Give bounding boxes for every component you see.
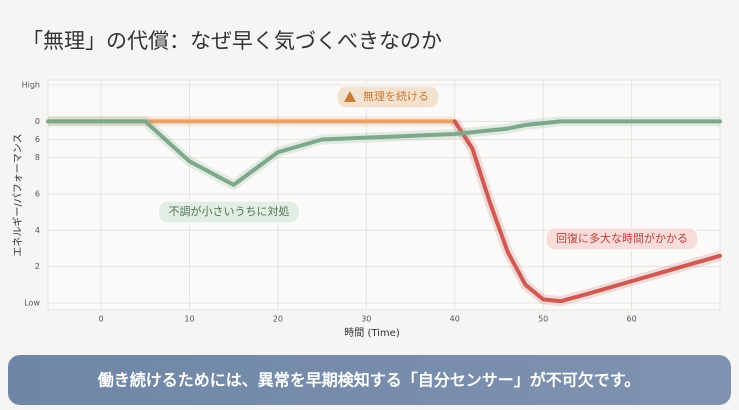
annotation-badge [545,227,699,251]
warning-icon [344,91,356,102]
series-line [452,119,722,304]
x-axis-label: 時間 (Time) [344,327,400,339]
series-line [46,119,722,187]
x-tick-label: 60 [626,315,636,324]
y-tick-label: 0 [35,117,40,126]
x-tick-label: 50 [538,315,548,324]
chart-title: 「無理」の代償：なぜ早く気づくべきなのか [22,29,442,53]
annotation-label: 無理を続ける [363,89,429,103]
annotation-label: 不調が小さいうちに対処 [169,204,290,218]
y-tick-label: 8 [35,153,40,162]
x-tick-label: 40 [450,315,460,324]
y-tick-label: High [22,81,40,90]
x-tick-label: 30 [361,315,371,324]
annotation-badge [336,85,440,109]
x-tick-label: 10 [184,315,194,324]
x-tick-label: 20 [273,315,283,324]
annotation-badge [158,200,300,224]
y-tick-label: 2 [35,262,40,271]
y-tick-label: 6 [35,135,40,144]
x-tick-label: 0 [99,315,104,324]
y-tick-label: Low [24,299,40,308]
footer-text: 働き続けるためには、異常を早期検知する「自分センサー」が不可欠です。 [97,371,640,390]
footer-banner [8,355,731,405]
plot-area [47,79,721,311]
y-axis-label: エネルギー/パフォーマンス [12,133,24,256]
annotation-label: 回復に多大な時間がかかる [556,231,688,245]
y-tick-label: 4 [35,226,40,235]
y-tick-label: 6 [35,190,40,199]
